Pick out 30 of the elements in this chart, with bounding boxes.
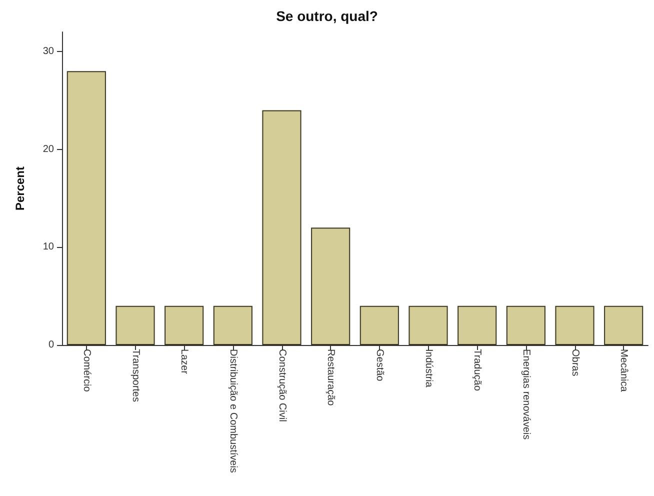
- x-tick-label: Obras: [569, 349, 580, 376]
- bar: [506, 306, 546, 345]
- x-tick-label: Transportes: [130, 349, 141, 402]
- y-tick-label: 30: [42, 46, 54, 58]
- bar: [604, 306, 644, 345]
- bar: [311, 228, 350, 345]
- bar: [408, 306, 448, 345]
- x-tick-label: Mecânica: [618, 349, 630, 392]
- x-tick-label: Restauração: [325, 349, 336, 406]
- y-tick-label: 0: [48, 340, 54, 350]
- chart-title: Se outro, qual?: [276, 8, 378, 24]
- y-tick-label: 20: [42, 144, 54, 155]
- x-tick-label: Construção Civil: [276, 349, 288, 422]
- x-tick-label: Gestão: [374, 349, 385, 382]
- bar: [458, 306, 497, 345]
- x-tick-label: Lazer: [178, 349, 190, 375]
- bar: [555, 306, 594, 345]
- x-tick-label: Comércio: [80, 349, 92, 392]
- bar: [116, 306, 155, 345]
- bar: [262, 110, 302, 345]
- bar: [213, 306, 252, 345]
- x-tick-label: Indústria: [422, 349, 434, 388]
- bar: [164, 306, 204, 345]
- x-tick-label: Tradução: [472, 349, 483, 392]
- y-tick-label: 10: [42, 242, 54, 253]
- x-tick-label: Energias renováveis: [520, 349, 532, 440]
- x-tick-label: Distribuição e Combustíveis: [227, 349, 238, 473]
- bar: [66, 71, 106, 345]
- y-axis-title: Percent: [13, 166, 27, 211]
- bar: [360, 306, 399, 345]
